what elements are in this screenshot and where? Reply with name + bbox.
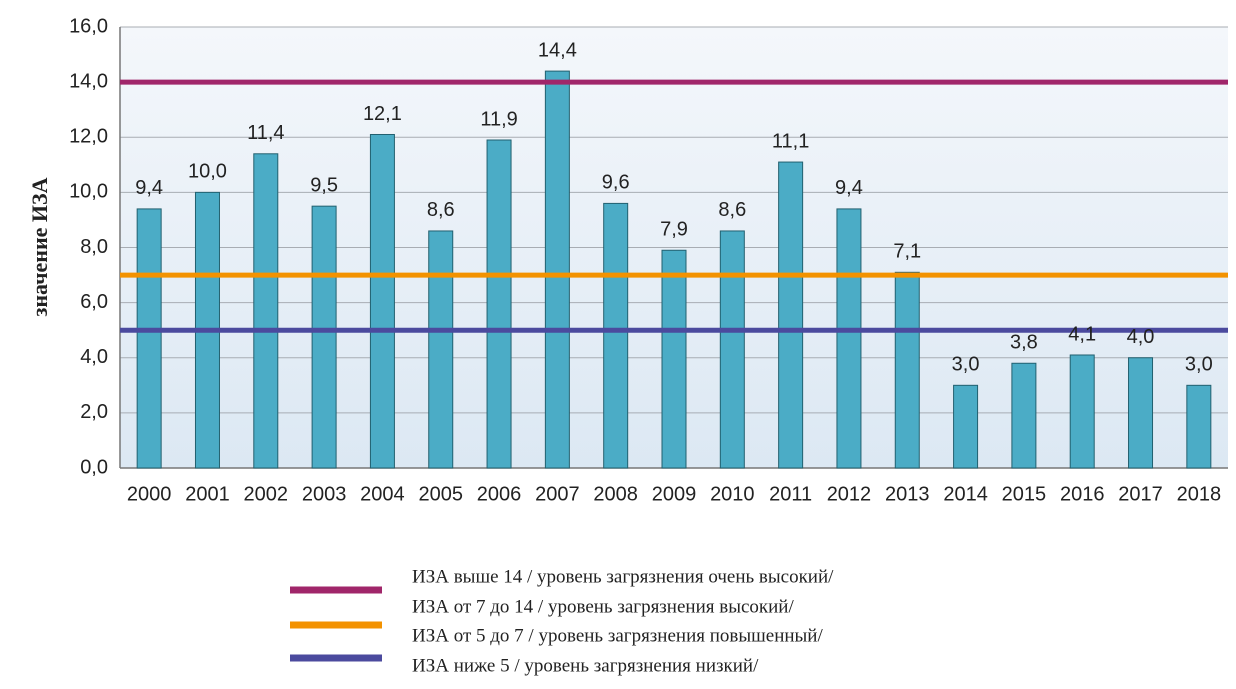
x-tick-label: 2007 xyxy=(535,483,580,505)
value-label: 14,4 xyxy=(538,39,577,61)
y-tick-label: 14,0 xyxy=(69,70,108,92)
y-tick-label: 8,0 xyxy=(80,236,108,258)
value-label: 9,6 xyxy=(602,172,630,194)
value-label: 4,1 xyxy=(1068,323,1096,345)
value-label: 12,1 xyxy=(363,103,402,125)
x-tick-label: 2011 xyxy=(769,483,812,505)
legend-label: ИЗА выше 14 / уровень загрязнения очень … xyxy=(412,566,834,587)
bar xyxy=(894,271,920,469)
x-tick-label: 2001 xyxy=(185,483,230,505)
legend-label: ИЗА от 5 до 7 / уровень загрязнения повы… xyxy=(412,625,823,646)
bar xyxy=(1186,384,1212,469)
x-tick-label: 2012 xyxy=(827,483,872,505)
x-tick-label: 2008 xyxy=(593,483,638,505)
bar xyxy=(953,384,979,469)
bar xyxy=(778,161,804,469)
x-tick-label: 2006 xyxy=(477,483,522,505)
x-tick-label: 2015 xyxy=(1002,483,1047,505)
value-label: 3,0 xyxy=(1185,354,1213,376)
x-tick-label: 2014 xyxy=(943,483,988,505)
x-tick-label: 2013 xyxy=(885,483,930,505)
legend-label: ИЗА от 7 до 14 / уровень загрязнения выс… xyxy=(412,596,794,617)
value-label: 3,0 xyxy=(952,354,980,376)
bar xyxy=(661,249,687,469)
legend-label: ИЗА ниже 5 / уровень загрязнения низкий/ xyxy=(412,655,759,676)
y-tick-label: 0,0 xyxy=(80,456,108,478)
value-label: 11,9 xyxy=(480,108,517,130)
x-tick-label: 2004 xyxy=(360,483,405,505)
bar xyxy=(603,202,629,469)
y-tick-label: 10,0 xyxy=(69,181,108,203)
value-label: 7,1 xyxy=(893,241,921,263)
x-tick-label: 2009 xyxy=(652,483,697,505)
bar xyxy=(544,70,570,469)
x-tick-label: 2000 xyxy=(127,483,172,505)
value-label: 11,1 xyxy=(772,130,809,152)
value-label: 4,0 xyxy=(1127,326,1155,348)
value-label: 9,4 xyxy=(835,177,863,199)
y-tick-label: 6,0 xyxy=(80,291,108,313)
value-label: 3,8 xyxy=(1010,332,1038,354)
x-tick-label: 2010 xyxy=(710,483,755,505)
bar xyxy=(311,205,337,469)
y-tick-label: 16,0 xyxy=(69,15,108,37)
y-tick-label: 4,0 xyxy=(80,346,108,368)
x-tick-label: 2018 xyxy=(1177,483,1222,505)
x-tick-label: 2005 xyxy=(418,483,463,505)
bar xyxy=(428,230,454,469)
x-tick-label: 2002 xyxy=(244,483,289,505)
bar xyxy=(369,133,395,469)
bar xyxy=(1069,354,1095,469)
bar xyxy=(1128,357,1154,469)
y-tick-label: 2,0 xyxy=(80,401,108,423)
bar xyxy=(253,153,279,469)
bar xyxy=(136,208,162,469)
x-tick-label: 2003 xyxy=(302,483,347,505)
value-label: 11,4 xyxy=(247,122,284,144)
x-tick-label: 2017 xyxy=(1118,483,1163,505)
value-label: 8,6 xyxy=(427,199,455,221)
value-label: 9,4 xyxy=(135,177,163,199)
y-axis-label: значение ИЗА xyxy=(27,177,52,316)
value-label: 9,5 xyxy=(310,174,338,196)
bar xyxy=(836,208,862,469)
y-tick-label: 12,0 xyxy=(69,126,108,148)
bar xyxy=(719,230,745,469)
value-label: 10,0 xyxy=(188,161,227,183)
bar xyxy=(486,139,512,469)
bar xyxy=(1011,362,1037,469)
value-label: 7,9 xyxy=(660,219,688,241)
value-label: 8,6 xyxy=(718,199,746,221)
x-tick-label: 2016 xyxy=(1060,483,1105,505)
